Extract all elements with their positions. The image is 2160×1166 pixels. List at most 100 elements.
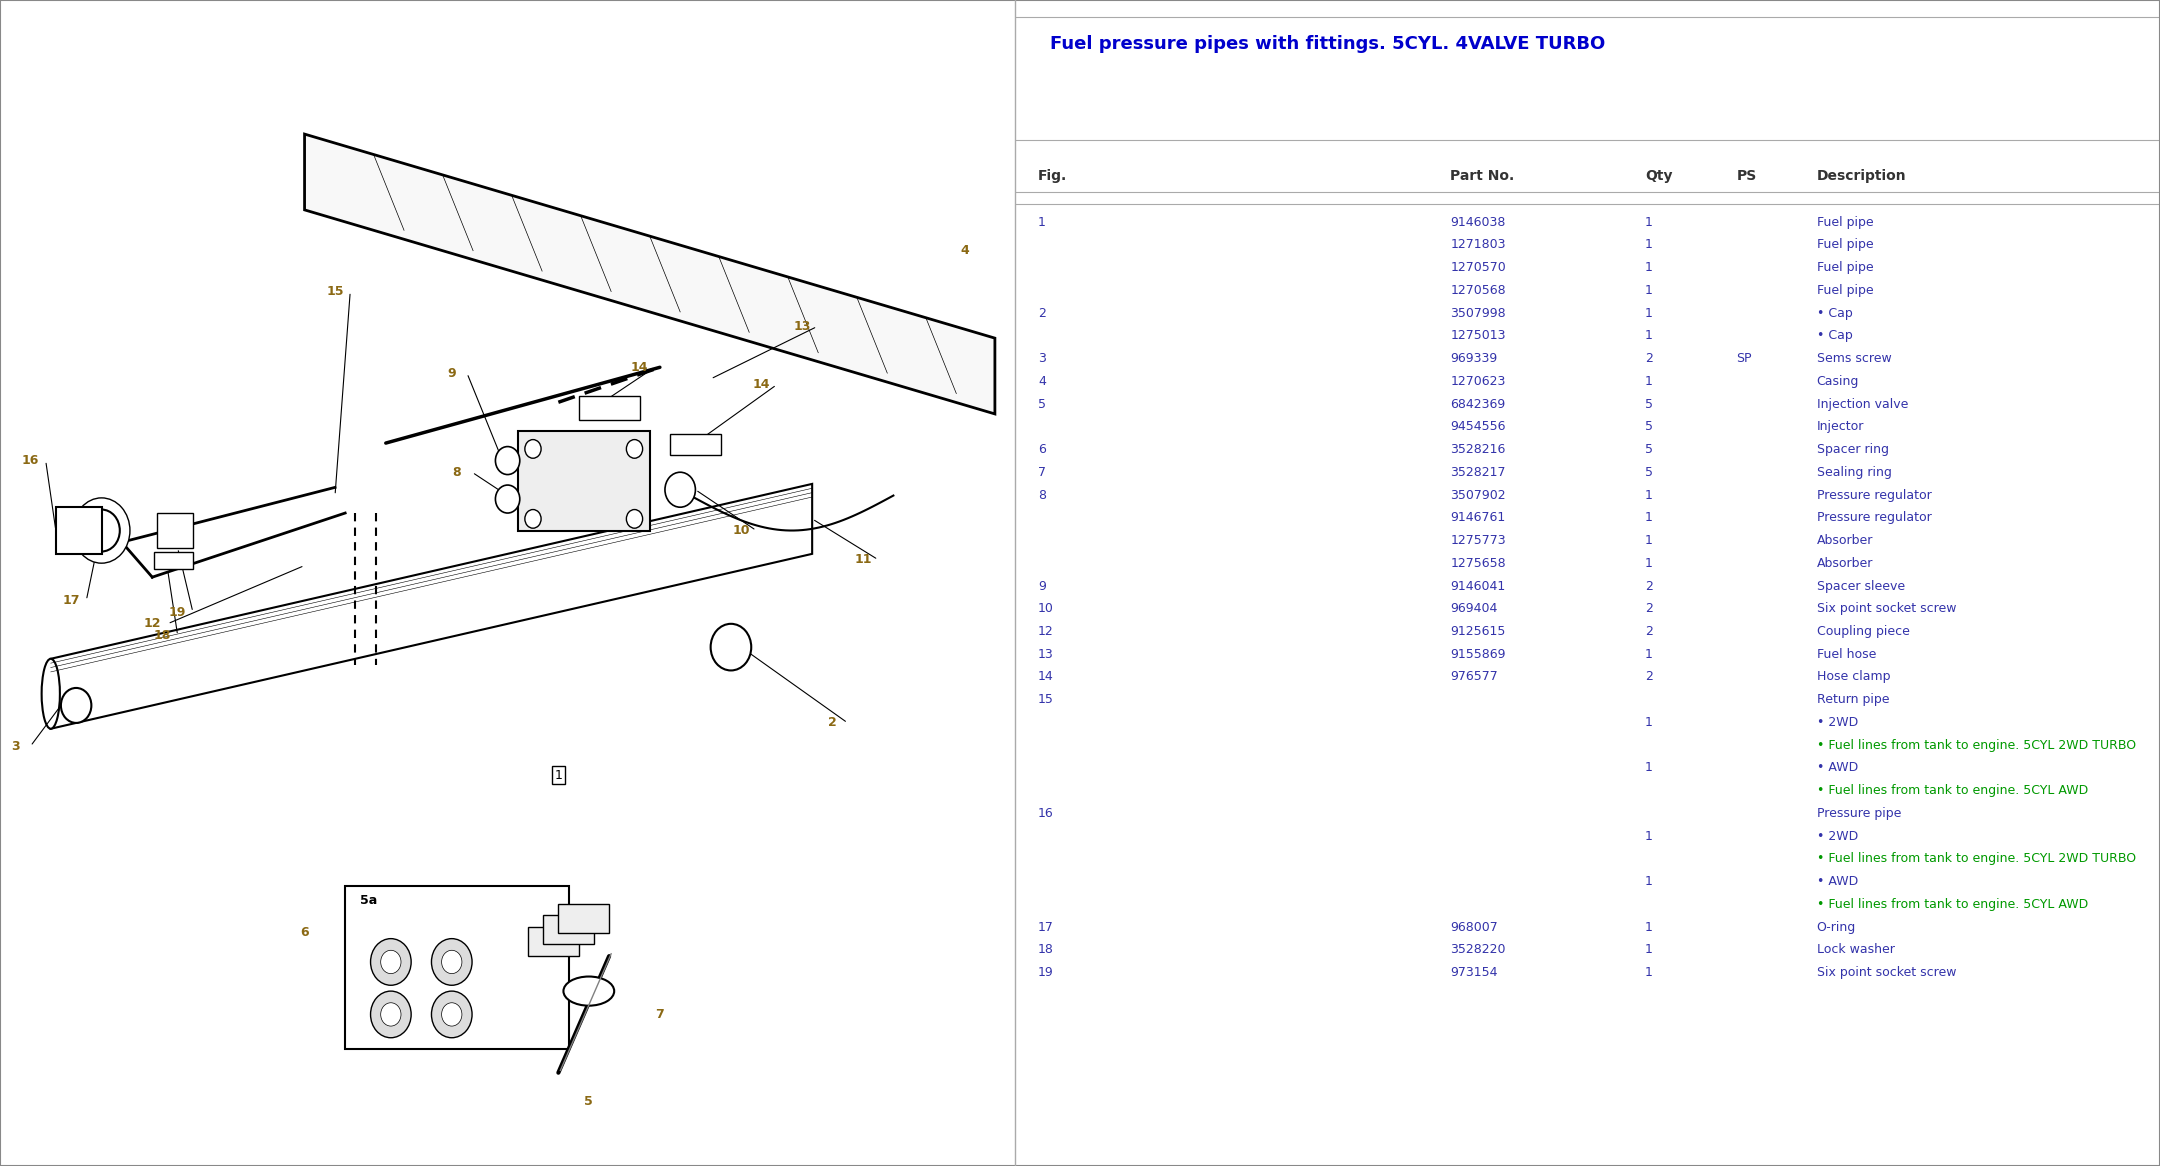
Circle shape (711, 624, 752, 670)
Text: • Fuel lines from tank to engine. 5CYL 2WD TURBO: • Fuel lines from tank to engine. 5CYL 2… (1817, 739, 2136, 752)
Text: 19: 19 (1039, 965, 1054, 979)
Text: 2: 2 (1646, 352, 1652, 365)
Text: 17: 17 (63, 593, 80, 607)
Text: Fuel pipe: Fuel pipe (1817, 216, 1873, 229)
Text: 1: 1 (1646, 261, 1652, 274)
Text: 18: 18 (153, 628, 171, 642)
Polygon shape (305, 134, 996, 414)
Text: 1270623: 1270623 (1449, 375, 1506, 388)
Text: 1275658: 1275658 (1449, 557, 1506, 570)
Text: 3: 3 (11, 739, 19, 753)
Text: Spacer ring: Spacer ring (1817, 443, 1888, 456)
Text: 969404: 969404 (1449, 602, 1497, 616)
Circle shape (73, 498, 130, 563)
Text: 1: 1 (1646, 285, 1652, 297)
Ellipse shape (564, 977, 613, 1005)
Text: 3528220: 3528220 (1449, 943, 1506, 956)
Circle shape (665, 472, 696, 507)
Text: 8: 8 (1039, 489, 1045, 501)
Text: Hose clamp: Hose clamp (1817, 670, 1890, 683)
Text: 6: 6 (1039, 443, 1045, 456)
Text: 2: 2 (1039, 307, 1045, 319)
Text: • AWD: • AWD (1817, 874, 1858, 888)
Text: Pressure regulator: Pressure regulator (1817, 489, 1931, 501)
Text: SP: SP (1737, 352, 1752, 365)
Circle shape (380, 950, 402, 974)
Bar (153, 552, 192, 569)
Text: Pressure regulator: Pressure regulator (1817, 512, 1931, 525)
Text: Fuel pressure pipes with fittings. 5CYL. 4VALVE TURBO: Fuel pressure pipes with fittings. 5CYL.… (1050, 35, 1605, 52)
Text: 1: 1 (1646, 761, 1652, 774)
Text: 5: 5 (1646, 421, 1652, 434)
Text: • 2WD: • 2WD (1817, 830, 1858, 843)
Circle shape (84, 510, 119, 552)
Text: 1: 1 (1646, 489, 1652, 501)
Text: 8: 8 (454, 465, 460, 479)
Text: 16: 16 (1039, 807, 1054, 820)
Text: 9: 9 (1039, 580, 1045, 592)
Text: 9146761: 9146761 (1449, 512, 1506, 525)
Bar (557, 904, 609, 933)
Bar (542, 915, 594, 944)
Text: Sealing ring: Sealing ring (1817, 466, 1892, 479)
Bar (518, 431, 650, 531)
Text: 17: 17 (1039, 921, 1054, 934)
Text: 1: 1 (1646, 239, 1652, 252)
Text: 14: 14 (631, 360, 648, 374)
Circle shape (495, 447, 521, 475)
Text: • Fuel lines from tank to engine. 5CYL 2WD TURBO: • Fuel lines from tank to engine. 5CYL 2… (1817, 852, 2136, 865)
Text: 1: 1 (1646, 874, 1652, 888)
Text: Sems screw: Sems screw (1817, 352, 1892, 365)
Text: 10: 10 (1039, 602, 1054, 616)
Circle shape (495, 485, 521, 513)
Circle shape (525, 440, 542, 458)
Text: 2: 2 (1646, 602, 1652, 616)
Text: 9125615: 9125615 (1449, 625, 1506, 638)
Text: 1: 1 (555, 768, 562, 782)
Text: Casing: Casing (1817, 375, 1860, 388)
Text: • Fuel lines from tank to engine. 5CYL AWD: • Fuel lines from tank to engine. 5CYL A… (1817, 898, 2089, 911)
Bar (158, 513, 192, 548)
Text: 9454556: 9454556 (1449, 421, 1506, 434)
Text: 9: 9 (447, 366, 456, 380)
Text: 1275013: 1275013 (1449, 330, 1506, 343)
Text: 12: 12 (143, 617, 162, 631)
Text: Injector: Injector (1817, 421, 1864, 434)
Text: Coupling piece: Coupling piece (1817, 625, 1909, 638)
Text: O-ring: O-ring (1817, 921, 1855, 934)
Text: Return pipe: Return pipe (1817, 693, 1890, 707)
Text: 1: 1 (1646, 216, 1652, 229)
Text: 13: 13 (793, 319, 810, 333)
Text: PS: PS (1737, 169, 1756, 183)
Text: 1: 1 (1646, 965, 1652, 979)
Text: 15: 15 (1039, 693, 1054, 707)
Bar (670, 434, 721, 455)
Text: Spacer sleeve: Spacer sleeve (1817, 580, 1905, 592)
Text: 9155869: 9155869 (1449, 648, 1506, 661)
Text: 3528217: 3528217 (1449, 466, 1506, 479)
Text: • Cap: • Cap (1817, 307, 1853, 319)
Circle shape (432, 991, 473, 1038)
Text: 3507998: 3507998 (1449, 307, 1506, 319)
Text: Six point socket screw: Six point socket screw (1817, 602, 1957, 616)
Text: 9146041: 9146041 (1449, 580, 1506, 592)
Text: Absorber: Absorber (1817, 557, 1873, 570)
Text: 1: 1 (1646, 512, 1652, 525)
Circle shape (441, 1003, 462, 1026)
Text: 5: 5 (585, 1095, 594, 1109)
Text: • Cap: • Cap (1817, 330, 1853, 343)
Ellipse shape (41, 659, 60, 729)
Text: 5: 5 (1039, 398, 1045, 410)
Circle shape (432, 939, 473, 985)
Text: Description: Description (1817, 169, 1905, 183)
Text: 16: 16 (22, 454, 39, 468)
Circle shape (626, 440, 644, 458)
Text: Absorber: Absorber (1817, 534, 1873, 547)
Bar (527, 927, 579, 956)
Text: Part No.: Part No. (1449, 169, 1514, 183)
Text: Fuel pipe: Fuel pipe (1817, 239, 1873, 252)
Text: • Fuel lines from tank to engine. 5CYL AWD: • Fuel lines from tank to engine. 5CYL A… (1817, 785, 2089, 798)
Text: 5a: 5a (361, 893, 378, 907)
Bar (579, 396, 639, 420)
Text: 3507902: 3507902 (1449, 489, 1506, 501)
